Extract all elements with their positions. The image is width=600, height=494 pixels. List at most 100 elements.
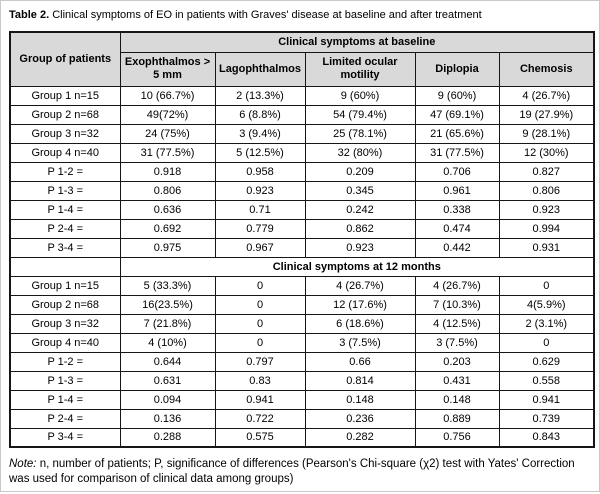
value-cell: 0.722 (214, 408, 306, 429)
value-cell: 0.288 (119, 427, 216, 448)
row-label-cell: P 3-4 = (9, 237, 121, 258)
table-row: P 3-4 = 0.288 0.575 0.282 0.756 0.843 (9, 427, 595, 448)
row-label-cell: Group 1 n=15 (9, 275, 121, 296)
value-cell: 47 (69.1%) (414, 104, 500, 125)
value-cell: 0.474 (414, 218, 500, 239)
value-cell: 0.242 (304, 199, 416, 220)
value-cell: 0.148 (414, 389, 500, 410)
value-cell: 0.71 (214, 199, 306, 220)
row-label-cell: P 2-4 = (9, 218, 121, 239)
value-cell: 4 (26.7%) (304, 275, 416, 296)
months12-rows: Group 1 n=15 5 (33.3%) 0 4 (26.7%) 4 (26.7%)… (9, 275, 595, 448)
value-cell: 0.931 (498, 237, 595, 258)
value-cell: 0.66 (304, 351, 416, 372)
value-cell: 49(72%) (119, 104, 216, 125)
table-row: P 2-4 = 0.136 0.722 0.236 0.889 0.739 (9, 408, 595, 429)
value-cell: 0.442 (414, 237, 500, 258)
months12-section-header: Clinical symptoms at 12 months (119, 256, 595, 277)
value-cell: 32 (80%) (304, 142, 416, 163)
value-cell: 0.941 (498, 389, 595, 410)
row-label-cell: P 1-4 = (9, 199, 121, 220)
baseline-rows: Group 1 n=15 10 (66.7%) 2 (13.3%) 9 (60%) 9 … (9, 85, 595, 258)
value-cell: 0 (214, 294, 306, 315)
table-caption-text: Clinical symptoms of EO in patients with… (49, 9, 482, 21)
months12-section-row: Clinical symptoms at 12 months (9, 256, 595, 277)
row-label-cell: Group 1 n=15 (9, 85, 121, 106)
row-label-cell: Group 4 n=40 (9, 142, 121, 163)
value-cell: 0.345 (304, 180, 416, 201)
value-cell: 0.282 (304, 427, 416, 448)
col-header-limited-ocular-motility: Limited ocular motility (304, 51, 416, 87)
value-cell: 4 (26.7%) (414, 275, 500, 296)
table-row: P 2-4 = 0.692 0.779 0.862 0.474 0.994 (9, 218, 595, 239)
table-row: Group 3 n=32 24 (75%) 3 (9.4%) 25 (78.1%) 21… (9, 123, 595, 144)
value-cell: 2 (3.1%) (498, 313, 595, 334)
value-cell: 6 (18.6%) (304, 313, 416, 334)
value-cell: 0.862 (304, 218, 416, 239)
value-cell: 4 (10%) (119, 332, 216, 353)
value-cell: 54 (79.4%) (304, 104, 416, 125)
col-header-diplopia: Diplopia (414, 51, 500, 87)
note-text: n, number of patients; P, significance o… (9, 458, 575, 485)
value-cell: 0.994 (498, 218, 595, 239)
baseline-section-header: Clinical symptoms at baseline (119, 31, 595, 53)
value-cell: 12 (17.6%) (304, 294, 416, 315)
value-cell: 0.941 (214, 389, 306, 410)
value-cell: 3 (9.4%) (214, 123, 306, 144)
value-cell: 0.83 (214, 370, 306, 391)
table-row: P 1-2 = 0.644 0.797 0.66 0.203 0.629 (9, 351, 595, 372)
value-cell: 0.631 (119, 370, 216, 391)
value-cell: 0.975 (119, 237, 216, 258)
row-label-cell: Group 4 n=40 (9, 332, 121, 353)
table-row: Group 3 n=32 7 (21.8%) 0 6 (18.6%) 4 (12.5%)… (9, 313, 595, 334)
table-row: Group 2 n=68 16(23.5%) 0 12 (17.6%) 7 (10.3%… (9, 294, 595, 315)
value-cell: 0.814 (304, 370, 416, 391)
value-cell: 0.636 (119, 199, 216, 220)
value-cell: 31 (77.5%) (414, 142, 500, 163)
row-label-cell: Group 2 n=68 (9, 104, 121, 125)
value-cell: 25 (78.1%) (304, 123, 416, 144)
value-cell: 5 (12.5%) (214, 142, 306, 163)
table-row: Group 2 n=68 49(72%) 6 (8.8%) 54 (79.4%) 47 … (9, 104, 595, 125)
clinical-symptoms-table: Group of patients Clinical symptoms at b… (9, 31, 596, 448)
row-label-cell: P 2-4 = (9, 408, 121, 429)
value-cell: 0.958 (214, 161, 306, 182)
table-row: P 3-4 = 0.975 0.967 0.923 0.442 0.931 (9, 237, 595, 258)
table-row: P 1-4 = 0.094 0.941 0.148 0.148 0.941 (9, 389, 595, 410)
value-cell: 19 (27.9%) (498, 104, 595, 125)
baseline-section-row: Group of patients Clinical symptoms at b… (9, 31, 595, 87)
value-cell: 0.706 (414, 161, 500, 182)
table-note: Note: n, number of patients; P, signific… (9, 457, 591, 487)
row-label-cell: Group 2 n=68 (9, 294, 121, 315)
row-label-cell: P 1-3 = (9, 370, 121, 391)
value-cell: 0.148 (304, 389, 416, 410)
row-label-cell: P 1-2 = (9, 351, 121, 372)
value-cell: 0.923 (214, 180, 306, 201)
row-label-cell: P 1-2 = (9, 161, 121, 182)
value-cell: 0.094 (119, 389, 216, 410)
table-row: P 1-2 = 0.918 0.958 0.209 0.706 0.827 (9, 161, 595, 182)
value-cell: 9 (28.1%) (498, 123, 595, 144)
value-cell: 0.209 (304, 161, 416, 182)
row-label-cell: P 3-4 = (9, 427, 121, 448)
value-cell: 16(23.5%) (119, 294, 216, 315)
row-label-cell: P 1-4 = (9, 389, 121, 410)
value-cell: 0 (214, 332, 306, 353)
value-cell: 0.136 (119, 408, 216, 429)
value-cell: 0.739 (498, 408, 595, 429)
value-cell: 0.779 (214, 218, 306, 239)
value-cell: 0.806 (119, 180, 216, 201)
value-cell: 0.806 (498, 180, 595, 201)
value-cell: 7 (10.3%) (414, 294, 500, 315)
value-cell: 0.843 (498, 427, 595, 448)
value-cell: 0 (498, 275, 595, 296)
row-label-cell: Group 3 n=32 (9, 313, 121, 334)
value-cell: 0.236 (304, 408, 416, 429)
value-cell: 9 (60%) (414, 85, 500, 106)
value-cell: 31 (77.5%) (119, 142, 216, 163)
value-cell: 0.756 (414, 427, 500, 448)
table-row: Group 4 n=40 31 (77.5%) 5 (12.5%) 32 (80%) 3… (9, 142, 595, 163)
value-cell: 0 (214, 313, 306, 334)
value-cell: 0.558 (498, 370, 595, 391)
